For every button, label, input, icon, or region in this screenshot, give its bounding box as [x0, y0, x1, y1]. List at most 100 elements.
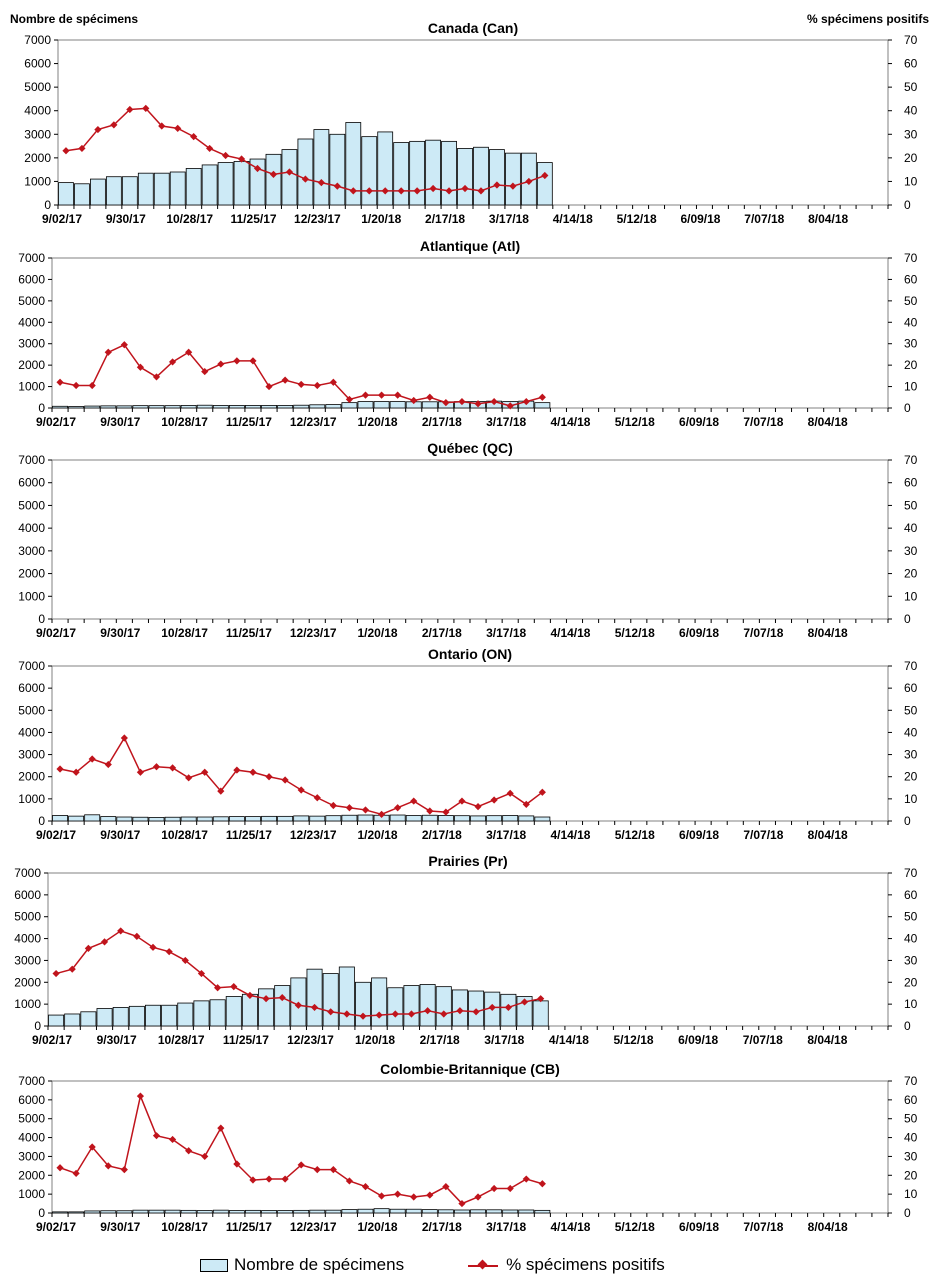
chart-1-bar-3	[105, 176, 122, 206]
chart-1-bar-10	[217, 162, 234, 206]
chart-3-x-label-2: 10/28/17	[161, 626, 208, 640]
chart-3-x-label-10: 6/09/18	[679, 626, 719, 640]
chart-4-x-label-5: 1/20/18	[358, 828, 398, 842]
chart-2-bar-1	[68, 406, 85, 409]
chart-1-bar-14	[281, 149, 298, 206]
chart-5-x-label-1: 9/30/17	[97, 1033, 137, 1047]
chart-5-plot-frame	[47, 872, 889, 1027]
chart-1-bar-15	[297, 138, 314, 206]
left-axis-title: Nombre de spécimens	[10, 12, 139, 26]
chart-6-x-label-10: 6/09/18	[679, 1220, 719, 1234]
chart-5-marker-0	[52, 969, 60, 978]
chart-4-positive-line	[59, 736, 543, 816]
charts-area: Canada (Can)0100020003000400050006000700…	[14, 20, 918, 1234]
chart-1-bar-26	[473, 146, 489, 206]
chart-2-marker-4	[120, 341, 128, 349]
chart-3-y-right-label-3: 30	[904, 544, 918, 558]
chart-4-bar-11	[228, 816, 245, 822]
chart-4-marker-25	[458, 797, 466, 805]
chart-1-bar-4	[121, 176, 138, 206]
chart-1-bar-18	[345, 122, 362, 206]
chart-6-y-left-label-4: 4000	[18, 1131, 45, 1145]
chart-1-bar-20	[377, 131, 394, 206]
chart-5-bar-9	[193, 1000, 210, 1027]
chart-6-bar-16	[309, 1209, 326, 1214]
chart-5-x-label-12: 8/04/18	[807, 1033, 847, 1047]
chart-4-bar-29	[518, 815, 535, 822]
chart-5-y-left-label-1: 1000	[14, 997, 41, 1011]
chart-5-marker-14	[278, 993, 286, 1002]
chart-6-marker-17	[329, 1166, 337, 1174]
chart-1-marker-30	[541, 171, 549, 180]
chart-4-x-label-8: 4/14/18	[550, 828, 590, 842]
chart-1-x-label-9: 5/12/18	[617, 212, 657, 226]
chart-6-x-label-0: 9/02/17	[36, 1220, 76, 1234]
chart-5-x-label-10: 6/09/18	[678, 1033, 718, 1047]
chart-4-title: Ontario (ON)	[428, 646, 512, 662]
chart-5-bar-21	[387, 987, 404, 1027]
chart-3-y-left-label-5: 5000	[18, 498, 45, 512]
chart-6-marker-16	[313, 1166, 321, 1174]
chart-5-marker-25	[456, 1007, 464, 1015]
chart-4-bar-21	[389, 814, 406, 822]
chart-2-marker-12	[249, 357, 257, 365]
chart-1-y-right-label-0: 0	[904, 198, 911, 212]
chart-1-bar-17	[329, 133, 346, 206]
chart-2-marker-28	[506, 402, 514, 410]
chart-6-bar-0	[52, 1211, 68, 1214]
legend-label-bars: Nombre de spécimens	[234, 1255, 405, 1274]
chart-2-y-left-label-0: 0	[38, 401, 45, 415]
chart-6-y-right-label-1: 10	[904, 1187, 918, 1201]
chart-1-bar-23	[425, 139, 441, 206]
chart-2-marker-19	[361, 391, 370, 399]
chart-4-bar-23	[421, 814, 438, 822]
chart-2-bar-8	[180, 405, 197, 409]
chart-6-plot-frame	[51, 1080, 889, 1214]
chart-6-x-label-5: 1/20/18	[358, 1220, 398, 1234]
chart-5-y-left-label-6: 6000	[14, 888, 41, 902]
chart-2-bar-13	[261, 405, 277, 409]
chart-6-bar-2	[84, 1210, 101, 1214]
chart-2-y-right-label-4: 40	[904, 315, 918, 329]
chart-4-marker-0	[56, 765, 64, 773]
chart-5-marker-11	[230, 983, 238, 991]
chart-4-marker-22	[410, 797, 418, 805]
chart-4-x-label-11: 7/07/18	[743, 828, 783, 842]
chart-1-x-label-7: 3/17/18	[489, 212, 529, 226]
chart-5-bar-18	[338, 966, 355, 1027]
chart-5-marker-26	[472, 1008, 480, 1016]
chart-6-x-label-11: 7/07/18	[743, 1220, 783, 1234]
chart-5-marker-3	[100, 938, 109, 946]
chart-5-marker-18	[343, 1010, 351, 1018]
chart-3-y-left-label-7: 7000	[18, 453, 45, 467]
chart-4-marker-5	[136, 768, 145, 776]
chart-4-x-label-1: 9/30/17	[100, 828, 140, 842]
chart-4-x-label-4: 12/23/17	[290, 828, 337, 842]
chart-1-bar-22	[409, 140, 426, 206]
chart-1-bar-13	[265, 153, 282, 206]
chart-2-y-right-label-5: 50	[904, 294, 918, 308]
chart-4-bar-30	[534, 816, 551, 822]
chart-4-marker-7	[168, 764, 177, 772]
chart-5-bar-22	[403, 985, 420, 1027]
chart-1-x-label-11: 7/07/18	[744, 212, 784, 226]
chart-5-x-label-9: 5/12/18	[614, 1033, 654, 1047]
chart-2-bar-5	[132, 405, 149, 409]
chart-1-bar-11	[233, 160, 250, 206]
chart-4-x-label-6: 2/17/18	[422, 828, 462, 842]
chart-6-bar-22	[405, 1208, 422, 1214]
chart-1-x-label-10: 6/09/18	[680, 212, 720, 226]
chart-5-marker-28	[504, 1003, 512, 1012]
chart-1-bar-19	[361, 136, 378, 206]
chart-1-bar-21	[393, 142, 410, 206]
chart-5-bar-7	[161, 1004, 178, 1027]
chart-2-x-label-4: 12/23/17	[290, 415, 337, 429]
chart-2-bar-23	[421, 401, 438, 409]
chart-1-marker-5	[142, 104, 150, 112]
chart-5-marker-2	[84, 944, 92, 953]
chart-4-y-left-label-7: 7000	[18, 659, 45, 673]
chart-4-bar-9	[196, 816, 213, 822]
chart-6-marker-25	[458, 1199, 466, 1208]
chart-5-x-label-8: 4/14/18	[549, 1033, 589, 1047]
chart-4-y-right-label-5: 50	[904, 703, 918, 717]
